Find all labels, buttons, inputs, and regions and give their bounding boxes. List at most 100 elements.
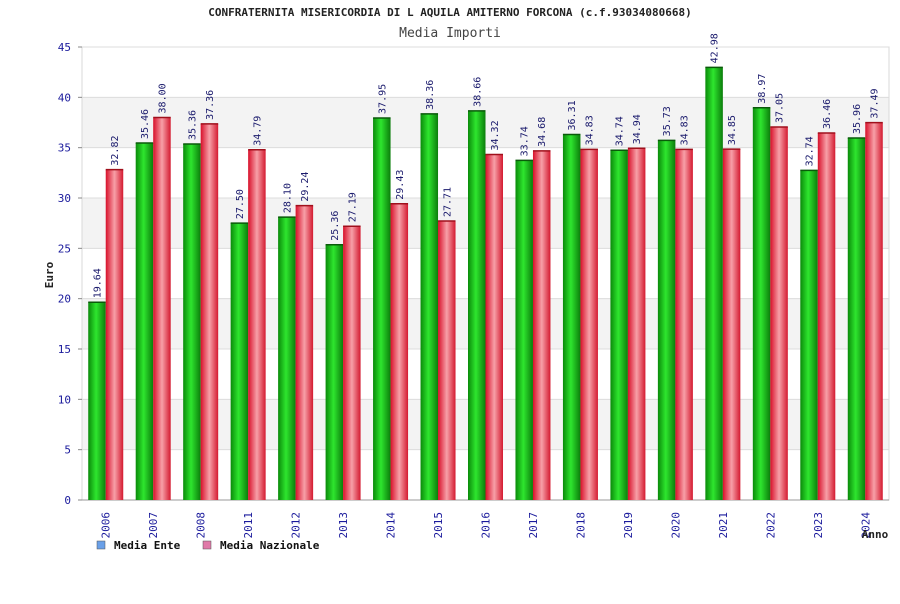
bar-media-nazionale — [200, 123, 219, 500]
data-label: 38.66 — [472, 77, 483, 107]
data-label: 34.74 — [615, 116, 626, 146]
x-tick-label: 2024 — [859, 512, 872, 539]
legend-label: Media Nazionale — [220, 539, 320, 552]
data-label: 37.36 — [205, 90, 216, 120]
bar-media-nazionale — [153, 117, 171, 500]
bar-media-ente — [657, 140, 676, 500]
data-label: 34.94 — [632, 114, 643, 144]
x-tick-label: 2020 — [669, 512, 682, 539]
data-labels-group: 19.64 32.82 35.46 38.00 35.36 37.36 27.50 34.79… — [92, 33, 880, 298]
data-label: 34.83 — [680, 115, 691, 145]
y-axis-ticks: 0 5 10 15 20 25 30 35 40 45 — [58, 41, 71, 507]
x-tick-label: 2007 — [147, 512, 160, 539]
data-label: 37.95 — [377, 84, 388, 114]
bar-media-ente — [373, 117, 391, 500]
data-label: 36.46 — [822, 99, 833, 129]
bars-group — [88, 66, 883, 501]
bar-media-ente — [800, 170, 818, 500]
bar-media-ente — [420, 113, 439, 501]
bar-media-ente — [705, 67, 723, 501]
bar-media-ente — [325, 244, 344, 500]
bar-media-nazionale — [248, 149, 266, 500]
bar-media-nazionale — [438, 221, 456, 500]
data-label: 35.96 — [852, 104, 863, 134]
data-label: 32.74 — [805, 136, 816, 166]
bar-media-ente — [88, 302, 106, 500]
y-tick-label: 30 — [58, 192, 71, 205]
chart-subtitle: Media Importi — [399, 26, 501, 41]
x-tick-label: 2022 — [764, 512, 777, 539]
bar-media-ente — [230, 223, 249, 500]
x-tick-label: 2018 — [574, 512, 587, 539]
x-tick-label: 2015 — [432, 512, 445, 539]
x-axis-ticks: 2006 2007 2008 2011 2012 2013 2014 2015 2016 2017… — [100, 512, 873, 539]
legend-swatch-media-ente — [96, 540, 106, 550]
data-label: 28.10 — [282, 183, 293, 213]
x-tick-label: 2008 — [195, 512, 208, 539]
data-label: 34.32 — [490, 120, 501, 150]
bar-media-nazionale — [675, 149, 693, 501]
x-tick-label: 2021 — [717, 512, 730, 539]
y-tick-label: 10 — [58, 393, 71, 406]
data-label: 38.36 — [425, 80, 436, 110]
data-label: 35.46 — [140, 109, 151, 139]
y-axis-label: Euro — [43, 261, 56, 288]
x-tick-label: 2019 — [622, 512, 635, 539]
bar-media-ente — [847, 138, 866, 500]
x-tick-label: 2011 — [242, 512, 255, 539]
bar-media-nazionale — [295, 205, 314, 500]
y-tick-label: 15 — [58, 343, 71, 356]
y-tick-label: 5 — [64, 444, 71, 457]
data-label: 34.85 — [727, 115, 738, 145]
bar-media-nazionale — [105, 169, 124, 500]
data-label: 32.82 — [110, 136, 121, 166]
data-label: 34.79 — [252, 116, 263, 146]
bar-media-nazionale — [627, 148, 646, 500]
x-tick-label: 2016 — [480, 512, 493, 539]
data-label: 36.31 — [567, 100, 578, 130]
bar-media-nazionale — [343, 226, 361, 500]
data-label: 38.97 — [757, 74, 768, 104]
x-axis-label: Anno — [862, 528, 889, 541]
legend-swatch-media-nazionale — [202, 540, 212, 550]
data-label: 27.19 — [347, 192, 358, 222]
bar-media-nazionale — [485, 154, 503, 500]
x-tick-label: 2014 — [385, 512, 398, 539]
x-tick-label: 2006 — [100, 512, 113, 539]
data-label: 27.50 — [235, 189, 246, 219]
data-label: 37.05 — [775, 93, 786, 123]
legend-label: Media Ente — [114, 539, 181, 552]
data-label: 34.83 — [585, 115, 596, 145]
y-tick-label: 0 — [64, 494, 71, 507]
legend: Media Ente Media Nazionale — [96, 539, 320, 552]
data-label: 29.24 — [300, 172, 311, 202]
y-tick-label: 20 — [58, 293, 71, 306]
bar-media-ente — [135, 143, 154, 500]
y-tick-label: 40 — [58, 91, 71, 104]
y-tick-label: 35 — [58, 142, 71, 155]
bar-media-nazionale — [817, 132, 836, 500]
bar-media-nazionale — [722, 149, 741, 500]
x-tick-label: 2017 — [527, 512, 540, 539]
x-tick-label: 2023 — [812, 512, 825, 539]
y-tick-label: 25 — [58, 242, 71, 255]
chart-title: CONFRATERNITA MISERICORDIA DI L AQUILA A… — [208, 6, 691, 19]
bar-media-ente — [468, 110, 486, 501]
data-label: 25.36 — [330, 211, 341, 241]
bar-media-ente — [562, 134, 581, 500]
data-label: 37.49 — [870, 88, 881, 118]
data-label: 27.71 — [442, 187, 453, 217]
bar-media-nazionale — [532, 150, 551, 500]
data-label: 35.73 — [662, 106, 673, 136]
bar-media-ente — [183, 144, 201, 500]
data-label: 34.68 — [537, 117, 548, 147]
bar-media-nazionale — [770, 127, 788, 500]
data-label: 42.98 — [710, 33, 721, 63]
data-label: 19.64 — [92, 268, 103, 298]
data-label: 35.36 — [187, 110, 198, 140]
x-tick-label: 2012 — [290, 512, 303, 539]
grid-band — [82, 47, 889, 98]
y-tick-label: 45 — [58, 41, 71, 54]
